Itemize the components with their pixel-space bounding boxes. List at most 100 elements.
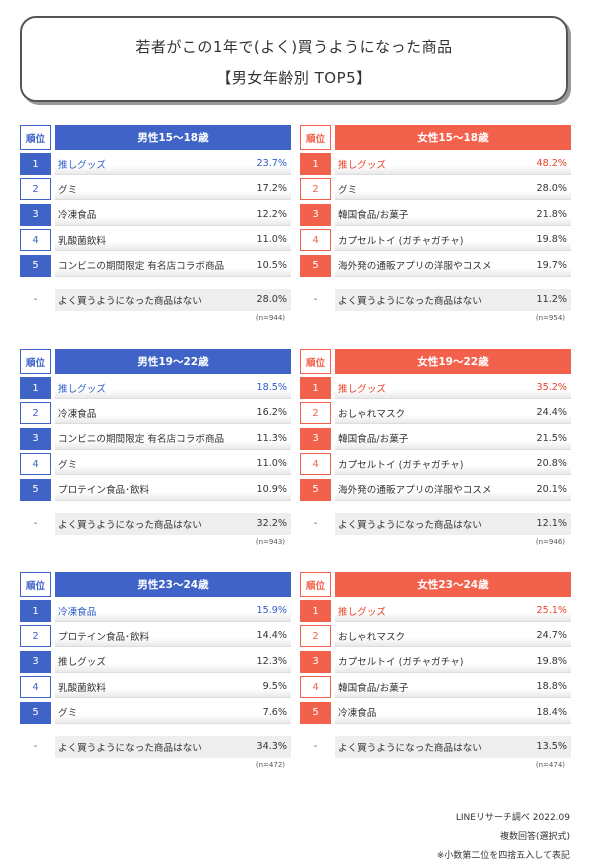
ranking-row: 5 海外発の通販アプリの洋服やコスメ 19.7% [300, 254, 571, 277]
none-label: よく買うようになった商品はない [338, 742, 482, 754]
ranking-cell: 推しグッズ 25.1% [335, 600, 571, 622]
none-dash: - [313, 741, 318, 753]
item-label: 乳酸菌飲料 [58, 235, 106, 247]
none-value: 34.3% [256, 741, 287, 753]
ranking-header: 順位 男性19～22歳 [20, 349, 291, 374]
none-dash: - [33, 518, 38, 530]
ranking-cell: 冷凍食品 12.2% [55, 203, 291, 226]
sample-size: (n=954) [535, 313, 565, 322]
ranking-cell: 推しグッズ 35.2% [335, 377, 571, 399]
item-value: 11.0% [256, 234, 287, 246]
ranking-block: 順位 男性15～18歳 1 推しグッズ 23.7% 2 グミ 17.2% 3 冷凍食品 12.2% 4… [20, 125, 291, 322]
none-cell: よく買うようになった商品はない 11.2% [335, 288, 571, 311]
rank-number: 3 [300, 203, 331, 226]
item-label: 海外発の通販アプリの洋服やコスメ [338, 485, 492, 497]
ranking-row: 3 冷凍食品 12.2% [20, 203, 291, 226]
ranking-cell: 海外発の通販アプリの洋服やコスメ 19.7% [335, 254, 571, 277]
ranking-header: 順位 男性15～18歳 [20, 125, 291, 150]
rank-number: 3 [300, 650, 331, 673]
ranking-block: 順位 女性19～22歳 1 推しグッズ 35.2% 2 おしゃれマスク 24.4% 3 韓国食品/… [300, 349, 571, 546]
item-value: 18.5% [256, 382, 287, 393]
none-value: 28.0% [256, 294, 287, 306]
ranking-cell: カプセルトイ (ガチャガチャ) 19.8% [335, 229, 571, 252]
ranking-cell: グミ 7.6% [55, 701, 291, 724]
rank-number: 4 [20, 453, 51, 476]
ranking-cell: 推しグッズ 23.7% [55, 153, 291, 175]
none-cell: よく買うようになった商品はない 34.3% [55, 735, 291, 758]
rank-number: 3 [20, 427, 51, 450]
item-label: コンビニの期間限定 有名店コラボ商品 [58, 434, 225, 446]
sample-size: (n=946) [535, 537, 565, 546]
rank-number: 2 [300, 178, 331, 201]
ranking-row: 3 韓国食品/お菓子 21.5% [300, 427, 571, 450]
item-value: 12.2% [256, 208, 287, 220]
ranking-cell: 韓国食品/お菓子 21.5% [335, 427, 571, 450]
ranking-row: 4 カプセルトイ (ガチャガチャ) 19.8% [300, 229, 571, 252]
item-value: 24.4% [536, 407, 567, 419]
rank-column-header: 順位 [20, 349, 51, 374]
rank-number: 4 [300, 453, 331, 476]
item-value: 19.8% [536, 655, 567, 667]
ranking-row: 3 コンビニの期間限定 有名店コラボ商品 11.3% [20, 427, 291, 450]
rank-number: 5 [20, 478, 51, 501]
ranking-cell: コンビニの期間限定 有名店コラボ商品 11.3% [55, 427, 291, 450]
ranking-cell: 韓国食品/お菓子 18.8% [335, 676, 571, 699]
item-label: プロテイン食品･飲料 [58, 631, 150, 643]
group-header: 女性15～18歳 [335, 125, 571, 150]
none-label: よく買うようになった商品はない [58, 295, 202, 307]
item-value: 12.3% [256, 655, 287, 667]
none-row: - よく買うようになった商品はない 28.0% [20, 288, 291, 311]
item-label: 冷凍食品 [58, 606, 97, 618]
none-value: 13.5% [536, 741, 567, 753]
item-value: 21.8% [536, 208, 567, 220]
rank-number: 5 [300, 478, 331, 501]
rank-number: 3 [20, 203, 51, 226]
item-value: 10.5% [256, 259, 287, 271]
ranking-cell: おしゃれマスク 24.7% [335, 625, 571, 648]
item-value: 7.6% [262, 706, 287, 718]
ranking-cell: カプセルトイ (ガチャガチャ) 20.8% [335, 453, 571, 476]
ranking-cell: 推しグッズ 48.2% [335, 153, 571, 175]
none-dash: - [313, 518, 318, 530]
sample-size: (n=474) [535, 760, 565, 769]
ranking-block: 順位 女性23～24歳 1 推しグッズ 25.1% 2 おしゃれマスク 24.7% 3 カプセルト… [300, 572, 571, 769]
rank-column-header: 順位 [20, 125, 51, 150]
none-cell: よく買うようになった商品はない 13.5% [335, 735, 571, 758]
rank-number: 1 [300, 377, 331, 399]
ranking-cell: 乳酸菌飲料 11.0% [55, 229, 291, 252]
none-label: よく買うようになった商品はない [338, 295, 482, 307]
item-value: 24.7% [536, 630, 567, 642]
item-value: 25.1% [536, 605, 567, 616]
ranking-row: 1 推しグッズ 35.2% [300, 377, 571, 399]
ranking-cell: 韓国食品/お菓子 21.8% [335, 203, 571, 226]
item-value: 21.5% [536, 432, 567, 444]
rounding-note: ※小数第二位を四捨五入して表記 [436, 851, 570, 861]
item-label: コンビニの期間限定 有名店コラボ商品 [58, 261, 225, 273]
item-value: 48.2% [536, 158, 567, 169]
item-label: 韓国食品/お菓子 [338, 210, 409, 222]
ranking-row: 5 海外発の通販アプリの洋服やコスメ 20.1% [300, 478, 571, 501]
ranking-row: 2 グミ 28.0% [300, 178, 571, 201]
none-cell: よく買うようになった商品はない 12.1% [335, 512, 571, 535]
item-label: グミ [58, 708, 78, 720]
rank-number: 1 [20, 600, 51, 622]
none-label: よく買うようになった商品はない [58, 519, 202, 531]
rank-number: 2 [20, 178, 51, 201]
none-row: - よく買うようになった商品はない 32.2% [20, 512, 291, 535]
ranking-row: 5 グミ 7.6% [20, 701, 291, 724]
none-value: 32.2% [256, 518, 287, 530]
rank-number: 2 [300, 625, 331, 648]
ranking-cell: おしゃれマスク 24.4% [335, 402, 571, 425]
ranking-header: 順位 女性23～24歳 [300, 572, 571, 597]
rank-number: 4 [300, 676, 331, 699]
page-subtitle: 【男女年齢別 TOP5】 [216, 69, 372, 87]
rank-number: 2 [20, 402, 51, 425]
ranking-row: 1 推しグッズ 23.7% [20, 153, 291, 175]
page-title: 若者がこの1年で(よく)買うようになった商品 [135, 38, 453, 56]
rank-number: 4 [20, 676, 51, 699]
none-dash: - [313, 294, 318, 306]
item-value: 15.9% [256, 605, 287, 616]
ranking-cell: 冷凍食品 18.4% [335, 701, 571, 724]
item-label: 推しグッズ [338, 383, 386, 395]
item-value: 19.7% [536, 259, 567, 271]
